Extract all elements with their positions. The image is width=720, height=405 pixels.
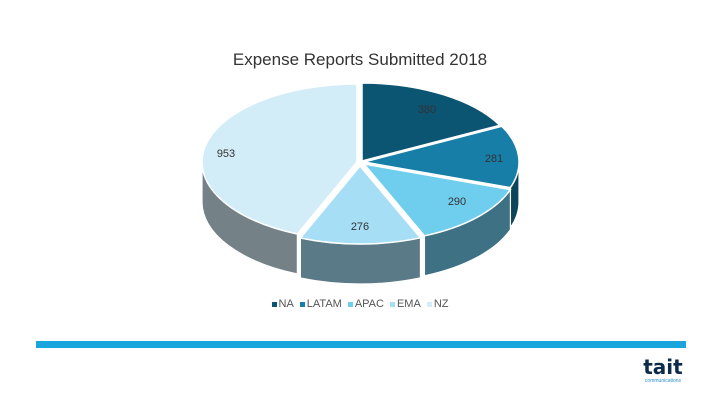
data-label-ema: 276 — [351, 221, 369, 233]
chart-title: Expense Reports Submitted 2018 — [232, 50, 488, 69]
legend-item-apac: APAC — [347, 298, 384, 310]
legend-label-apac: APAC — [354, 298, 384, 310]
legend-item-latam: LATAM — [299, 298, 342, 310]
legend-label-na: NA — [278, 298, 294, 310]
legend-label-latam: LATAM — [306, 298, 342, 310]
pie-slice-nz — [201, 83, 358, 235]
legend-swatch-nz — [426, 301, 432, 307]
pie-tops — [201, 82, 520, 245]
legend-swatch-apac — [347, 301, 353, 307]
legend-label-ema: EMA — [396, 298, 421, 310]
logo-word: tait — [643, 355, 683, 379]
footer-bar — [36, 341, 686, 348]
legend-swatch-latam — [299, 301, 305, 307]
logo-subtitle: communications — [644, 378, 682, 384]
pie-slice-ema — [299, 164, 422, 245]
data-label-latam: 281 — [485, 153, 503, 165]
legend-item-na: NA — [271, 298, 294, 310]
legend: NA LATAM APAC EMA NZ — [0, 298, 720, 310]
data-label-na: 380 — [418, 104, 436, 116]
pie-labels: 380 281 290 276 953 — [217, 104, 503, 233]
legend-item-nz: NZ — [426, 298, 449, 310]
pie-slice-apac — [362, 162, 512, 237]
pie-side-ema — [299, 237, 422, 285]
pie-slice-latam — [363, 125, 520, 189]
data-label-nz: 953 — [217, 148, 235, 160]
data-label-apac: 290 — [448, 196, 466, 208]
tait-logo: tait communications — [638, 356, 688, 388]
legend-swatch-na — [271, 301, 277, 307]
pie-sides — [201, 161, 520, 285]
legend-swatch-ema — [389, 301, 395, 307]
legend-label-nz: NZ — [433, 298, 449, 310]
legend-item-ema: EMA — [389, 298, 421, 310]
pie-slice-na — [361, 82, 502, 162]
